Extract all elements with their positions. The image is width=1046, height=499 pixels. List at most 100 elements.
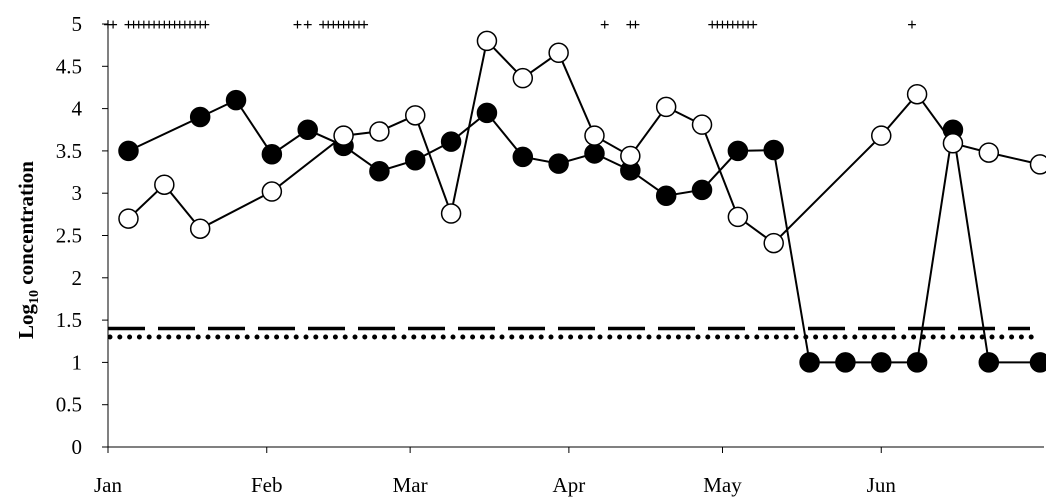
y-axis-label-rest: concentration	[14, 161, 38, 290]
data-point-filled-circle	[1029, 352, 1046, 373]
event-marker: +	[180, 15, 190, 34]
event-marker: +	[159, 15, 169, 34]
event-marker: +	[328, 15, 338, 34]
event-marker: +	[707, 15, 717, 34]
data-point-open-circle	[1029, 154, 1046, 175]
data-point-filled-circle	[189, 106, 211, 128]
event-marker: +	[600, 15, 610, 34]
event-marker: +	[359, 15, 369, 34]
data-point-filled-circle	[584, 143, 605, 164]
y-tick-label: 4	[72, 97, 83, 121]
event-marker: +	[165, 15, 175, 34]
data-point-filled-circle	[835, 352, 856, 373]
event-marker: +	[139, 15, 149, 34]
event-marker: +	[339, 15, 349, 34]
y-tick-label: 3.5	[56, 139, 82, 163]
event-marker: +	[713, 15, 723, 34]
data-point-filled-circle	[906, 352, 928, 373]
event-marker: +	[175, 15, 185, 34]
data-point-open-circle	[871, 125, 892, 146]
y-axis-label-subscript: 10	[27, 290, 42, 304]
y-axis-label: Log10 concentration	[14, 161, 42, 339]
data-point-filled-circle	[691, 179, 713, 201]
event-marker: +	[154, 15, 164, 34]
x-tick-label: Jun	[867, 473, 897, 497]
y-tick-label: 1.5	[56, 308, 82, 332]
data-point-open-circle	[548, 42, 569, 64]
event-marker: +	[907, 15, 917, 34]
data-point-open-circle	[118, 208, 139, 229]
data-point-filled-circle	[763, 139, 784, 161]
event-marker: +	[200, 15, 210, 34]
y-tick-label: 3	[72, 181, 83, 205]
data-point-filled-circle	[655, 185, 677, 206]
event-marker: +	[190, 15, 200, 34]
event-markers: ++ ++++++++++++++++ + + +++++++++ + ++ ++++++++…	[103, 15, 917, 34]
data-point-filled-circle	[548, 153, 569, 174]
series	[118, 30, 1046, 373]
event-marker: +	[748, 15, 758, 34]
event-marker: +	[144, 15, 154, 34]
event-marker: +	[733, 15, 743, 34]
data-point-open-circle	[440, 203, 462, 224]
data-point-open-circle	[942, 133, 964, 154]
event-marker: +	[318, 15, 328, 34]
event-marker: +	[129, 15, 139, 34]
data-point-open-circle	[763, 232, 784, 254]
y-tick-label: 4.5	[56, 54, 82, 78]
axes: 0 0.5 1 1.5 2 2.5 3 3.5 4 4.5 5 Jan Feb Mar Apr May Jun	[56, 12, 1044, 497]
data-point-open-circle	[691, 114, 713, 135]
data-point-filled-circle	[512, 146, 534, 168]
data-point-filled-circle	[369, 160, 390, 182]
event-marker: +	[185, 15, 195, 34]
event-marker: +	[303, 15, 313, 34]
data-point-open-circle	[476, 30, 498, 52]
event-marker: +	[349, 15, 359, 34]
event-marker: +	[738, 15, 748, 34]
event-marker: +	[718, 15, 728, 34]
data-point-open-circle	[261, 181, 283, 202]
y-tick-label: 0.5	[56, 393, 82, 417]
event-marker: +	[124, 15, 134, 34]
event-marker: +	[134, 15, 144, 34]
data-point-open-circle	[333, 125, 354, 146]
data-point-filled-circle	[440, 131, 462, 152]
data-point-filled-circle	[727, 140, 749, 162]
data-point-open-circle	[655, 96, 677, 118]
data-point-filled-circle	[476, 102, 498, 124]
event-marker: +	[149, 15, 159, 34]
y-tick-label: 0	[72, 435, 83, 459]
event-marker: +	[631, 15, 641, 34]
data-point-filled-circle	[871, 352, 892, 373]
y-tick-label: 5	[72, 12, 83, 36]
x-tick-label: Jan	[94, 473, 122, 497]
event-marker: +	[625, 15, 635, 34]
data-point-filled-circle	[978, 352, 1000, 373]
series-line-open-circle	[127, 38, 1041, 245]
y-tick-label: 2	[72, 266, 83, 290]
data-point-open-circle	[512, 67, 534, 89]
data-point-filled-circle	[405, 149, 426, 171]
data-point-filled-circle	[118, 140, 139, 162]
event-marker: +	[323, 15, 333, 34]
event-marker: +	[743, 15, 753, 34]
data-point-open-circle	[906, 83, 928, 105]
event-marker: +	[723, 15, 733, 34]
data-point-open-circle	[369, 121, 390, 142]
y-axis-label-main: Log	[14, 303, 38, 339]
event-marker: +	[293, 15, 303, 34]
data-point-open-circle	[189, 218, 211, 239]
y-tick-label: 1	[72, 350, 83, 374]
event-marker: +	[195, 15, 205, 34]
x-tick-label: Feb	[251, 473, 283, 497]
data-point-filled-circle	[799, 352, 820, 373]
x-tick-label: May	[703, 473, 742, 497]
event-marker: +	[103, 15, 113, 34]
series-line-filled-circle	[128, 98, 1040, 364]
data-point-open-circle	[154, 174, 175, 195]
reference-lines	[107, 326, 1043, 340]
event-marker: +	[354, 15, 364, 34]
event-marker: +	[170, 15, 180, 34]
data-point-open-circle	[405, 105, 426, 126]
